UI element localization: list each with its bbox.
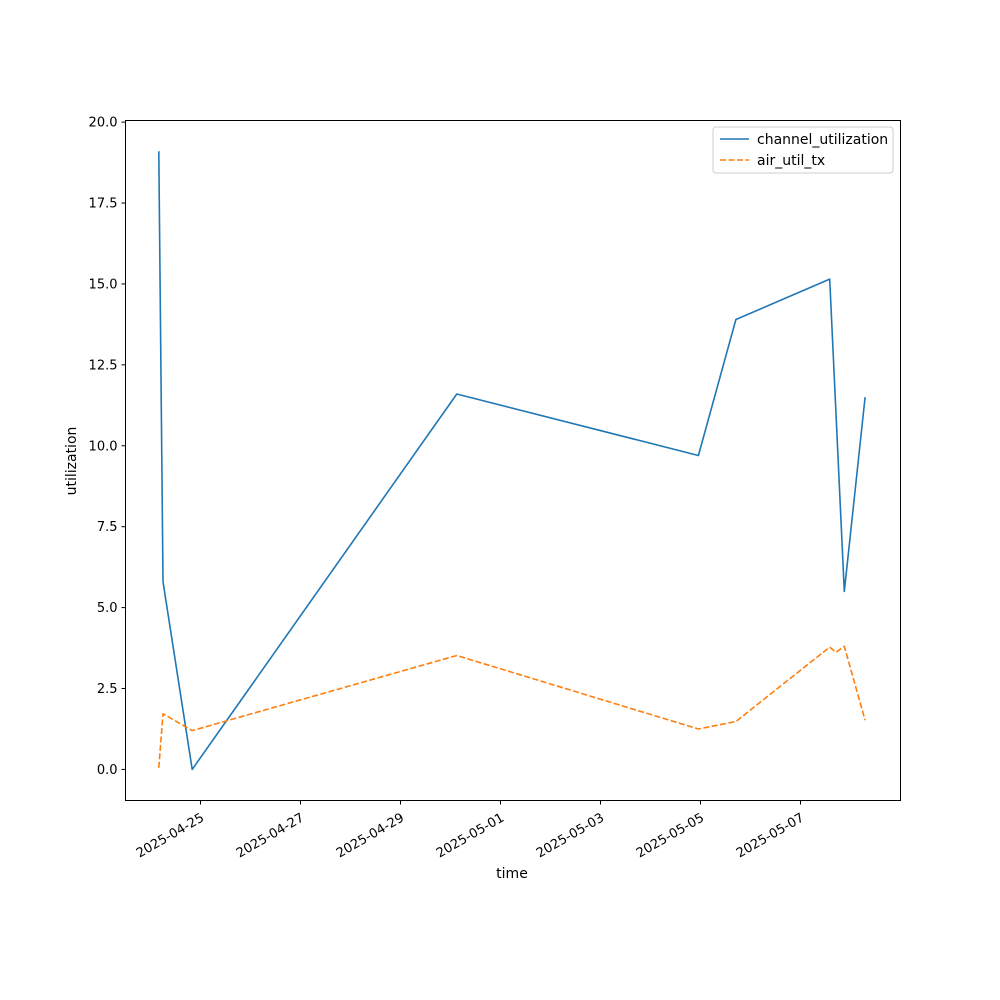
y-tick-label: 20.0	[89, 116, 118, 131]
x-tick-label: 2025-05-07	[734, 811, 807, 862]
y-tick-label: 0.0	[97, 763, 118, 778]
y-tick-label: 10.0	[89, 439, 118, 454]
x-tick-label: 2025-04-25	[134, 811, 207, 862]
series-layer	[158, 151, 866, 771]
x-tick-label: 2025-04-27	[234, 811, 307, 862]
x-tick-label: 2025-05-03	[534, 811, 607, 862]
y-tick-label: 17.5	[89, 197, 118, 212]
y-axis: 0.0 2.5 5.0 7.5 10.0 12.5 15.0 17.5 20.0	[89, 116, 126, 778]
legend-label-channel-utilization: channel_utilization	[757, 132, 888, 148]
x-axis-label: time	[496, 866, 528, 882]
y-axis-label: utilization	[64, 427, 80, 496]
y-tick-label: 12.5	[89, 358, 118, 373]
y-tick-label: 7.5	[97, 520, 118, 535]
legend-box	[712, 126, 894, 174]
series-line-air-util-tx	[158, 645, 866, 768]
plot-frame	[125, 120, 901, 801]
x-tick-label: 2025-04-29	[334, 811, 407, 862]
y-tick-label: 5.0	[97, 601, 118, 616]
series-line-channel-utilization	[158, 151, 866, 771]
y-tick-label: 15.0	[89, 277, 118, 292]
y-tick-label: 2.5	[97, 682, 118, 697]
legend: channel_utilization air_util_tx	[712, 126, 894, 174]
legend-label-air-util-tx: air_util_tx	[757, 153, 825, 169]
x-tick-label: 2025-05-05	[634, 811, 707, 862]
x-tick-label: 2025-05-01	[434, 811, 507, 862]
x-axis: 2025-04-25 2025-04-27 2025-04-29 2025-05-01…	[134, 800, 807, 862]
